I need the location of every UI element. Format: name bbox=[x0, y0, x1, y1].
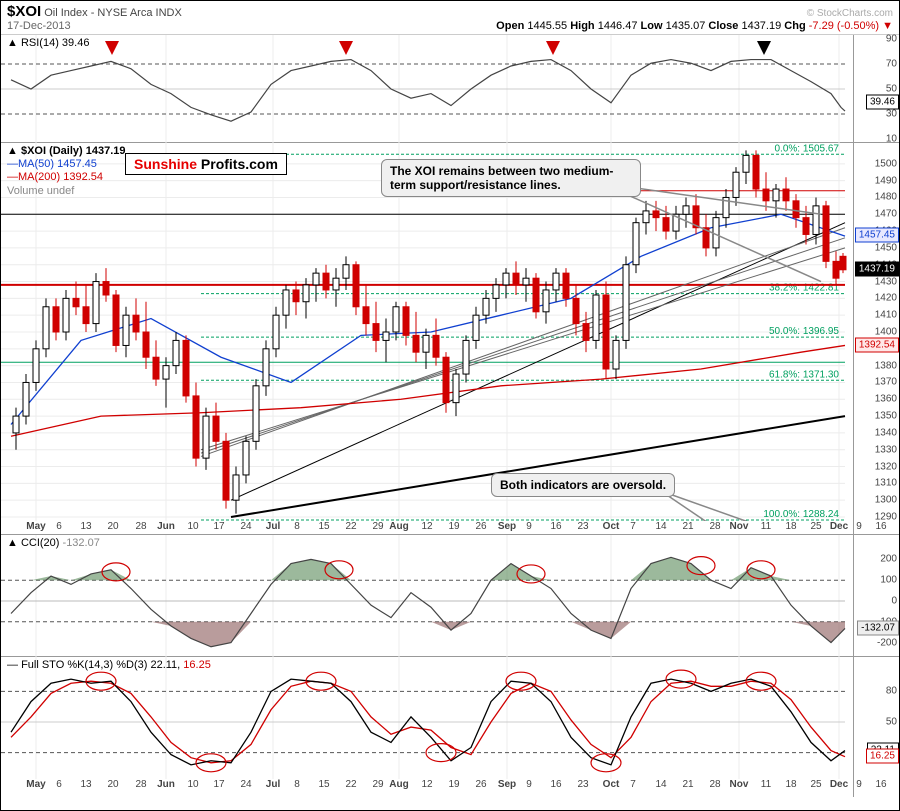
cci-plot bbox=[1, 535, 855, 657]
svg-text:0.0%: 1505.67: 0.0%: 1505.67 bbox=[775, 143, 840, 154]
sto-label: — Full STO %K(14,3) %D(3) 22.11, 16.25 bbox=[7, 659, 211, 671]
price-legend: ▲ $XOI (Daily) 1437.19 —MA(50) 1457.45 —… bbox=[7, 145, 126, 198]
cci-panel: ▲ CCI(20) -132.07 -200-1000100200-132.07 bbox=[1, 535, 899, 657]
annotation-oversold: Both indicators are oversold. bbox=[491, 473, 675, 497]
svg-text:61.8%: 1371.30: 61.8%: 1371.30 bbox=[769, 369, 839, 380]
sto-plot bbox=[1, 657, 855, 779]
chart-frame: $XOI Oil Index - NYSE Arca INDX © StockC… bbox=[0, 0, 900, 811]
symbol-name: Oil Index - NYSE Arca INDX bbox=[44, 7, 182, 19]
ohlc-bar: Open 1445.55 High 1446.47 Low 1435.07 Cl… bbox=[496, 20, 893, 32]
price-plot: 0.0%: 1505.6738.2%: 1422.8150.0%: 1396.9… bbox=[1, 143, 855, 521]
price-yaxis: 1290130013101320133013401350136013701380… bbox=[853, 143, 899, 534]
price-panel: ▲ $XOI (Daily) 1437.19 —MA(50) 1457.45 —… bbox=[1, 143, 899, 535]
rsi-yaxis: 103050709039.46 bbox=[853, 35, 899, 142]
svg-text:50.0%: 1396.95: 50.0%: 1396.95 bbox=[769, 326, 839, 337]
cci-label: ▲ CCI(20) -132.07 bbox=[7, 537, 100, 549]
change-value: -7.29 (-0.50%) ▼ bbox=[809, 20, 893, 32]
watermark: Sunshine Profits.com bbox=[125, 153, 287, 175]
rsi-label: ▲ RSI(14) 39.46 bbox=[7, 37, 89, 49]
sto-yaxis: 20508022.1116.25 bbox=[853, 657, 899, 797]
rsi-plot bbox=[1, 35, 855, 143]
x-axis-price: May6132028Jun101724Jul8152229Aug121926Se… bbox=[1, 521, 899, 535]
svg-text:100.0%: 1288.24: 100.0%: 1288.24 bbox=[763, 509, 839, 520]
cci-yaxis: -200-1000100200-132.07 bbox=[853, 535, 899, 656]
rsi-panel: ▲ RSI(14) 39.46 103050709039.46 bbox=[1, 35, 899, 143]
symbol: $XOI bbox=[7, 3, 41, 20]
attribution: © StockCharts.com bbox=[807, 8, 893, 19]
sto-panel: — Full STO %K(14,3) %D(3) 22.11, 16.25 2… bbox=[1, 657, 899, 797]
annotation-support-resistance: The XOI remains between two medium-term … bbox=[381, 159, 641, 197]
chart-header: $XOI Oil Index - NYSE Arca INDX © StockC… bbox=[1, 1, 899, 35]
x-axis-sto: May6132028Jun101724Jul8152229Aug121926Se… bbox=[1, 779, 899, 793]
chart-date: 17-Dec-2013 bbox=[7, 20, 71, 32]
